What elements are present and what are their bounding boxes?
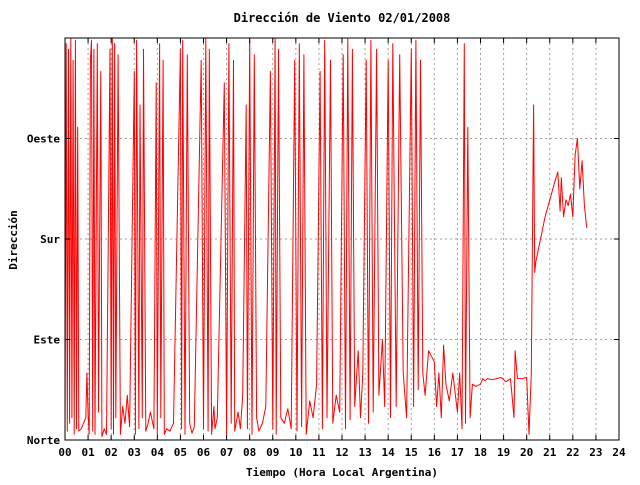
x-tick-label: 04 — [151, 446, 165, 459]
x-tick-label: 10 — [289, 446, 302, 459]
grid-layer — [65, 38, 619, 440]
x-tick-label: 17 — [451, 446, 464, 459]
x-tick-label: 22 — [566, 446, 579, 459]
x-tick-label: 21 — [543, 446, 557, 459]
x-tick-label: 03 — [128, 446, 141, 459]
x-tick-label: 01 — [81, 446, 95, 459]
x-tick-label: 00 — [58, 446, 71, 459]
x-tick-label: 11 — [312, 446, 326, 459]
x-tick-label: 05 — [174, 446, 187, 459]
x-tick-layer: 00 01 02 03 04 05 06 07 08 09 10 11 12 13 14 15 16 17 18 19… — [58, 38, 626, 459]
chart-title: Dirección de Viento 02/01/2008 — [234, 11, 451, 25]
x-tick-label: 23 — [589, 446, 602, 459]
x-tick-label: 02 — [105, 446, 118, 459]
wind-direction-series-line — [64, 37, 588, 438]
x-tick-label: 20 — [520, 446, 533, 459]
x-tick-label: 12 — [335, 446, 348, 459]
x-tick-label: 18 — [474, 446, 487, 459]
y-tick-label: Sur — [40, 233, 60, 246]
x-tick-label: 07 — [220, 446, 233, 459]
x-tick-label: 15 — [405, 446, 418, 459]
x-tick-label: 19 — [497, 446, 510, 459]
x-tick-label: 16 — [428, 446, 442, 459]
y-tick-layer: Norte Este Sur Oeste — [27, 133, 619, 447]
x-tick-label: 24 — [612, 446, 626, 459]
x-tick-label: 08 — [243, 446, 256, 459]
y-axis-label: Dirección — [7, 210, 20, 270]
y-tick-label: Oeste — [27, 133, 60, 146]
series-layer — [64, 37, 588, 438]
y-tick-label: Este — [34, 334, 61, 347]
x-tick-label: 13 — [358, 446, 371, 459]
y-tick-label: Norte — [27, 434, 60, 447]
x-tick-label: 09 — [266, 446, 279, 459]
x-tick-label: 06 — [197, 446, 211, 459]
x-tick-label: 14 — [382, 446, 396, 459]
x-axis-label: Tiempo (Hora Local Argentina) — [246, 466, 438, 479]
